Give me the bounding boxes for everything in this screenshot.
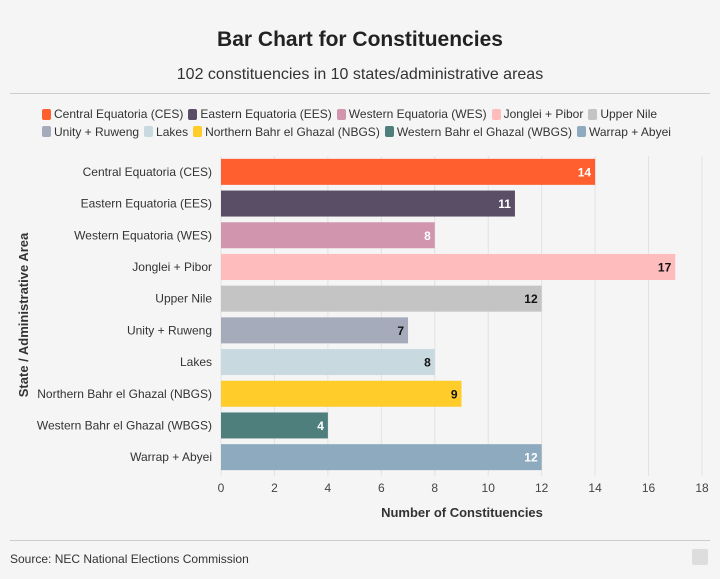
y-tick-label: Upper Nile bbox=[155, 292, 212, 306]
data-label: 17 bbox=[658, 260, 672, 274]
data-label: 8 bbox=[424, 229, 431, 243]
legend-item[interactable]: Warrap + Abyei bbox=[576, 124, 671, 140]
data-label: 11 bbox=[498, 197, 511, 211]
bar bbox=[221, 158, 596, 185]
divider bbox=[10, 540, 710, 541]
data-label: 14 bbox=[578, 165, 592, 179]
x-tick-label: 10 bbox=[482, 481, 496, 495]
legend-label: Unity + Ruweng bbox=[54, 124, 140, 139]
legend-swatch bbox=[576, 126, 586, 137]
x-tick-label: 14 bbox=[588, 481, 602, 495]
x-tick-label: 18 bbox=[695, 481, 709, 495]
legend-swatch bbox=[384, 126, 394, 137]
data-label: 9 bbox=[451, 387, 458, 401]
y-tick-label: Jonglei + Pibor bbox=[132, 260, 212, 274]
bar bbox=[221, 285, 542, 312]
legend-item[interactable]: Jonglei + Pibor bbox=[491, 106, 584, 122]
legend-swatch bbox=[42, 108, 51, 120]
legend-swatch bbox=[336, 108, 346, 120]
logo-icon bbox=[692, 549, 708, 565]
y-tick-label: Unity + Ruweng bbox=[127, 323, 212, 337]
legend-item[interactable]: Western Equatoria (WES) bbox=[336, 106, 487, 122]
legend-label: Eastern Equatoria (EES) bbox=[200, 107, 332, 121]
divider bbox=[10, 93, 710, 94]
legend-swatch bbox=[144, 126, 154, 137]
y-tick-label: Lakes bbox=[180, 355, 212, 369]
y-tick-label: Warrap + Abyei bbox=[130, 450, 212, 464]
legend-item[interactable]: Lakes bbox=[144, 124, 188, 140]
x-tick-label: 6 bbox=[378, 481, 385, 495]
bar bbox=[221, 380, 462, 407]
legend-swatch bbox=[588, 108, 598, 120]
bar bbox=[221, 349, 435, 376]
legend-label: Central Equatoria (CES) bbox=[54, 107, 184, 121]
legend-label: Northern Bahr el Ghazal (NBGS) bbox=[205, 124, 380, 139]
data-label: 8 bbox=[424, 356, 431, 370]
bar bbox=[221, 444, 542, 471]
data-label: 7 bbox=[397, 324, 404, 338]
chart-title: Bar Chart for Constituencies bbox=[217, 28, 503, 51]
x-tick-label: 16 bbox=[642, 481, 656, 495]
legend-item[interactable]: Northern Bahr el Ghazal (NBGS) bbox=[193, 124, 380, 140]
legend-label: Jonglei + Pibor bbox=[503, 107, 584, 121]
legend-swatch bbox=[193, 126, 203, 137]
chart-subtitle: 102 constituencies in 10 states/administ… bbox=[176, 66, 544, 83]
legend-label: Western Equatoria (WES) bbox=[348, 107, 487, 121]
legend-item[interactable]: Eastern Equatoria (EES) bbox=[188, 106, 332, 122]
bar bbox=[221, 222, 435, 249]
y-axis-title: State / Administrative Area bbox=[16, 232, 31, 397]
x-tick-label: 2 bbox=[271, 481, 278, 495]
legend-item[interactable]: Upper Nile bbox=[588, 106, 657, 122]
y-tick-label: Western Bahr el Ghazal (WBGS) bbox=[37, 418, 212, 432]
data-label: 12 bbox=[524, 451, 538, 465]
legend-label: Warrap + Abyei bbox=[588, 124, 671, 139]
bar bbox=[221, 190, 515, 217]
legend-label: Western Bahr el Ghazal (WBGS) bbox=[396, 124, 572, 139]
legend-swatch bbox=[188, 108, 198, 120]
legend-swatch bbox=[491, 108, 501, 120]
y-tick-label: Northern Bahr el Ghazal (NBGS) bbox=[37, 387, 212, 401]
x-tick-label: 4 bbox=[325, 481, 332, 495]
x-axis-title: Number of Constituencies bbox=[381, 505, 543, 520]
x-tick-label: 0 bbox=[218, 481, 225, 495]
y-tick-label: Central Equatoria (CES) bbox=[83, 165, 212, 179]
legend-label: Lakes bbox=[156, 124, 189, 139]
source-note: Source: NEC National Elections Commissio… bbox=[10, 552, 249, 566]
legend-item[interactable]: Central Equatoria (CES) bbox=[42, 106, 183, 122]
legend-swatch bbox=[42, 126, 51, 137]
legend-item[interactable]: Western Bahr el Ghazal (WBGS) bbox=[384, 124, 572, 140]
data-label: 4 bbox=[317, 419, 324, 433]
legend: Central Equatoria (CES) Eastern Equatoria… bbox=[42, 106, 682, 141]
bar bbox=[221, 253, 676, 280]
bar-chart: 0 2 4 6 8 10 12 14 16 18 14 Central Equatoria (CES)… bbox=[16, 156, 709, 520]
x-tick-label: 12 bbox=[535, 481, 549, 495]
legend-item[interactable]: Unity + Ruweng bbox=[42, 124, 139, 140]
bar bbox=[221, 412, 328, 439]
y-tick-label: Western Equatoria (WES) bbox=[74, 228, 212, 242]
legend-label: Upper Nile bbox=[600, 107, 658, 121]
y-tick-label: Eastern Equatoria (EES) bbox=[81, 197, 212, 211]
x-tick-label: 8 bbox=[431, 481, 438, 495]
bar bbox=[221, 317, 409, 344]
data-label: 12 bbox=[524, 292, 538, 306]
